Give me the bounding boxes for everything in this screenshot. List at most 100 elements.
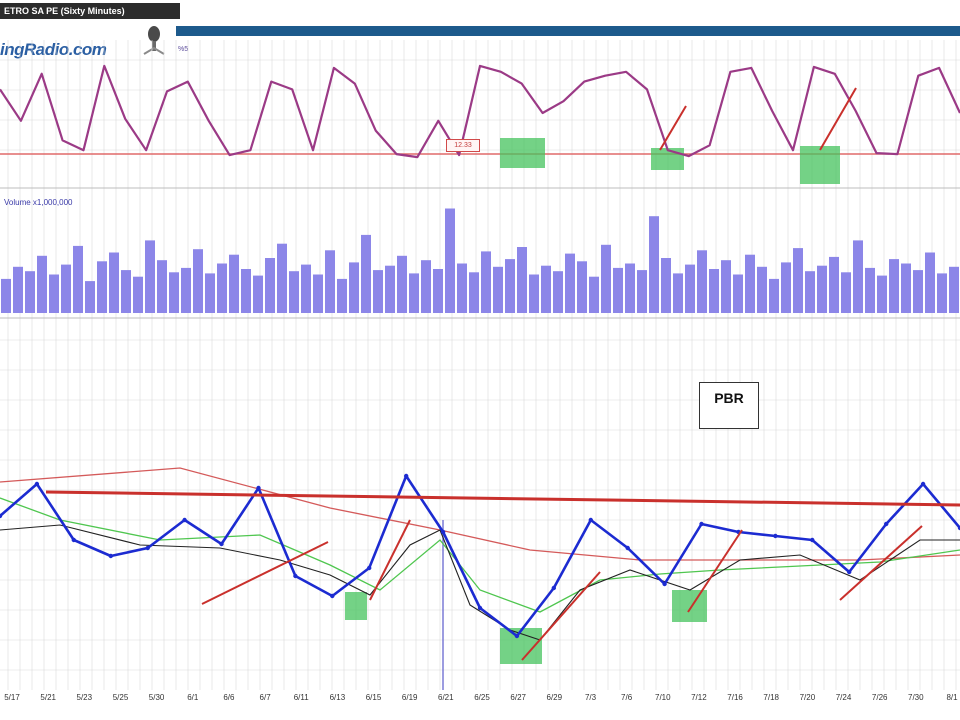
volume-bar	[73, 245, 83, 313]
volume-bar	[289, 271, 299, 313]
x-tick-label: 5/21	[40, 693, 56, 702]
volume-bar	[241, 269, 251, 313]
volume-bar	[85, 281, 95, 313]
trend-line	[521, 571, 601, 661]
x-tick-label: 6/21	[438, 693, 454, 702]
volume-bar	[349, 262, 359, 313]
moving-average-mid	[0, 497, 960, 613]
volume-bar	[1, 278, 11, 313]
volume-bar	[253, 275, 263, 313]
volume-bar	[157, 260, 167, 313]
volume-bar	[637, 270, 647, 313]
price-point	[662, 581, 667, 587]
moving-average-short	[0, 524, 960, 641]
price-point	[514, 633, 520, 639]
title-accent-bar	[176, 26, 960, 36]
microphone-icon	[143, 26, 165, 55]
price-point	[145, 545, 150, 551]
trend-line	[839, 525, 923, 601]
x-tick-label: 6/6	[223, 693, 235, 702]
signal-line	[819, 87, 857, 151]
price-point	[810, 537, 815, 543]
volume-bar	[181, 267, 191, 313]
moving-average-long	[0, 467, 960, 561]
volume-bar	[757, 266, 767, 313]
price-point	[182, 517, 187, 523]
price-point	[920, 481, 926, 487]
volume-bar	[577, 261, 587, 313]
volume-bar	[793, 248, 803, 313]
volume-bar	[25, 271, 35, 313]
price-point	[773, 533, 778, 539]
volume-bar	[409, 273, 419, 313]
volume-bar	[673, 273, 683, 313]
volume-bar	[517, 247, 527, 313]
x-tick-label: 7/18	[763, 693, 779, 702]
x-tick-label: 7/20	[800, 693, 816, 702]
price-point	[256, 485, 261, 491]
price-point	[847, 569, 852, 575]
x-tick-label: 5/17	[4, 693, 20, 702]
price-point	[293, 573, 298, 579]
volume-bar	[385, 265, 395, 313]
trend-line	[687, 529, 743, 613]
volume-bar	[217, 263, 227, 313]
volume-bar	[949, 266, 959, 313]
x-tick-label: 6/29	[547, 693, 563, 702]
x-tick-label: 7/24	[836, 693, 852, 702]
x-tick-label: 6/7	[260, 693, 272, 702]
price-point	[625, 545, 630, 551]
volume-bar	[601, 244, 611, 313]
price-point	[34, 481, 40, 487]
highlight-zone	[651, 148, 684, 170]
highlight-zone	[672, 590, 707, 622]
volume-bar	[745, 254, 755, 313]
x-tick-label: 6/25	[474, 693, 490, 702]
price-point	[884, 521, 889, 527]
volume-bar	[733, 274, 743, 313]
x-tick-label: 5/23	[77, 693, 93, 702]
volume-bar	[661, 258, 671, 313]
volume-bar	[469, 272, 479, 313]
volume-bar	[61, 264, 71, 313]
price-line	[0, 474, 960, 638]
volume-bar	[301, 264, 311, 313]
volume-bar	[133, 276, 143, 313]
x-tick-label: 6/27	[510, 693, 526, 702]
symbol-label: PBR	[699, 382, 759, 429]
volume-bar	[649, 216, 659, 313]
price-point	[957, 525, 960, 531]
oscillator-label: %5	[178, 46, 189, 53]
price-point	[0, 513, 3, 519]
price-point	[699, 521, 704, 527]
x-tick-label: 6/11	[294, 693, 310, 702]
price-point	[588, 517, 593, 523]
volume-bar	[265, 258, 275, 313]
trend-line	[201, 541, 329, 605]
oscillator-line	[0, 64, 960, 159]
volume-bar	[121, 270, 131, 313]
volume-bar	[229, 254, 239, 313]
x-tick-label: 6/13	[330, 693, 346, 702]
oscillator-value-badge: 12.33	[446, 139, 480, 152]
volume-bar	[193, 249, 203, 313]
volume-bar	[553, 271, 563, 313]
volume-bar	[481, 251, 491, 313]
volume-bar	[913, 270, 923, 313]
volume-bar	[805, 271, 815, 313]
volume-bar	[709, 269, 719, 313]
x-axis: 5/17 5/21 5/23 5/25 5/30 6/1 6/6 6/7 6/11 6/13 6/1…	[4, 693, 958, 702]
volume-bar	[505, 259, 515, 313]
volume-bar	[325, 250, 335, 313]
x-tick-label: 7/10	[655, 693, 671, 702]
title-bar: ETRO SA PE (Sixty Minutes)	[0, 0, 960, 24]
volume-bar	[625, 263, 635, 313]
volume-bar	[445, 208, 455, 313]
volume-label: Volume x1,000,000	[4, 198, 73, 207]
x-tick-label: 6/15	[366, 693, 382, 702]
volume-bar	[529, 274, 539, 313]
x-tick-label: 7/6	[621, 693, 633, 702]
volume-bar	[145, 240, 155, 313]
price-point	[551, 585, 556, 591]
